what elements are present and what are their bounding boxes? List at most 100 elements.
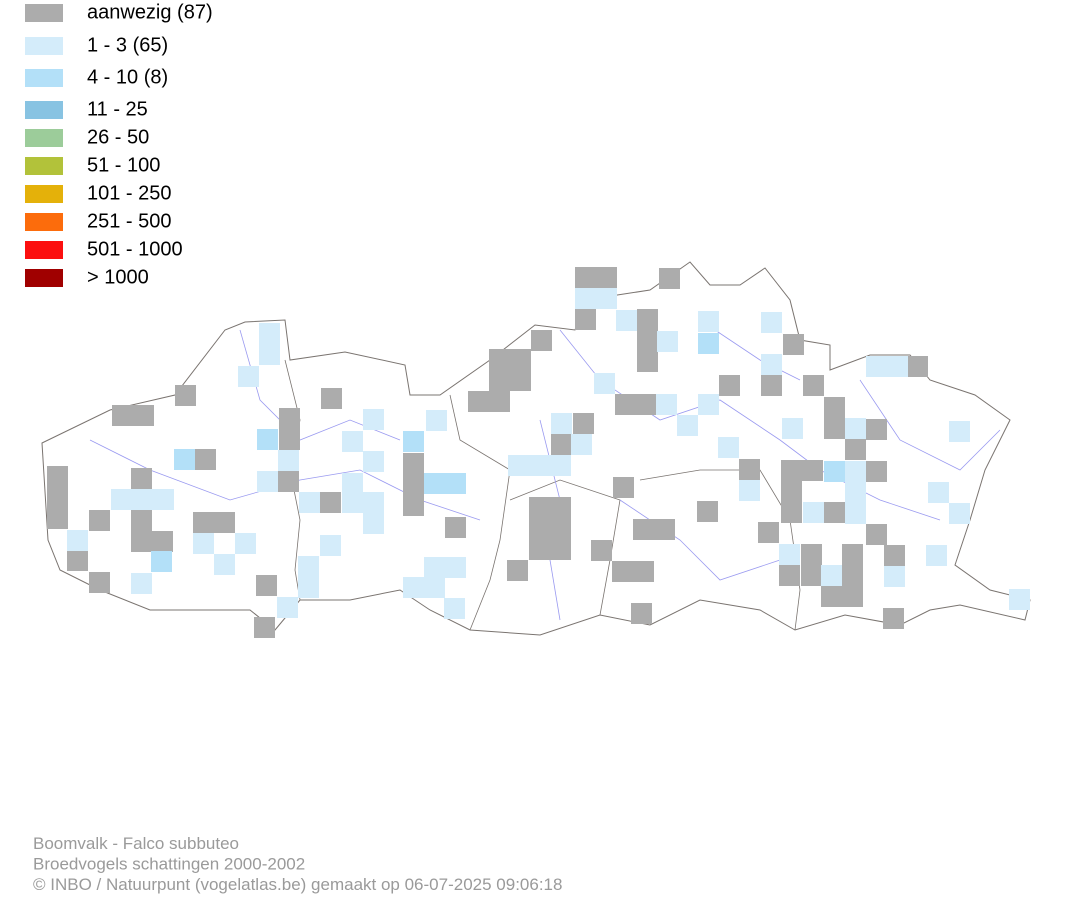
grid-cell	[575, 288, 617, 309]
grid-cell	[551, 434, 572, 455]
grid-cell	[195, 449, 216, 470]
grid-cell	[824, 502, 845, 523]
grid-cell	[89, 572, 110, 593]
grid-cell	[403, 453, 424, 516]
grid-cell	[761, 312, 782, 333]
grid-cell	[573, 413, 594, 434]
grid-cell	[801, 544, 822, 586]
grid-cell	[612, 561, 654, 582]
grid-cell	[363, 409, 384, 430]
grid-cell	[591, 540, 612, 561]
grid-cell	[949, 421, 970, 442]
grid-cell	[131, 531, 173, 552]
grid-cell	[718, 437, 739, 458]
grid-cell	[67, 530, 88, 551]
legend-label: 4 - 10 (8)	[87, 66, 168, 88]
grid-cell	[342, 473, 363, 494]
grid-cell	[698, 311, 719, 332]
grid-cell	[782, 418, 803, 439]
grid-cell	[426, 410, 447, 431]
grid-cell	[235, 533, 256, 554]
footer-line: Broedvogels schattingen 2000-2002	[33, 855, 305, 874]
legend-swatch	[25, 269, 63, 287]
grid-cell	[883, 608, 904, 629]
legend-swatch	[25, 69, 63, 87]
grid-cell	[111, 489, 174, 510]
grid-cell	[698, 394, 719, 415]
grid-cell	[571, 434, 592, 455]
grid-cell	[257, 429, 278, 450]
grid-cell	[698, 333, 719, 354]
grid-cell	[175, 385, 196, 406]
grid-cell	[866, 356, 908, 377]
grid-cell	[845, 461, 866, 524]
grid-cell	[884, 545, 905, 566]
legend-label: 101 - 250	[87, 182, 172, 204]
grid-cell	[507, 560, 528, 581]
grid-cell	[739, 480, 760, 501]
legend-label: 1 - 3 (65)	[87, 34, 168, 56]
grid-cell	[824, 461, 845, 482]
grid-cell	[779, 544, 800, 565]
grid-cell	[631, 603, 652, 624]
grid-cell	[193, 533, 214, 554]
grid-cell	[277, 597, 298, 618]
legend-swatch	[25, 213, 63, 231]
grid-cell	[468, 391, 510, 412]
grid-cell	[677, 415, 698, 436]
legend-swatch	[25, 241, 63, 259]
grid-cell	[363, 513, 384, 534]
grid-cell	[758, 522, 779, 543]
grid-cell	[67, 550, 88, 571]
grid-cell	[342, 431, 363, 452]
grid-cell	[279, 408, 300, 450]
legend-label: 501 - 1000	[87, 238, 183, 260]
grid-cell	[531, 330, 552, 351]
grid-cell	[884, 566, 905, 587]
grid-cell	[781, 481, 802, 523]
grid-cell	[299, 492, 320, 513]
grid-cell	[278, 471, 299, 492]
grid-cell	[697, 501, 718, 522]
grid-cell	[656, 394, 677, 415]
grid-cell	[928, 482, 949, 503]
grid-cell	[444, 598, 465, 619]
footer-line: Boomvalk - Falco subbuteo	[33, 834, 239, 853]
grid-cell	[657, 331, 678, 352]
grid-cell	[926, 545, 947, 566]
grid-cell	[616, 310, 637, 331]
grid-cell	[254, 617, 275, 638]
grid-cell	[321, 388, 342, 409]
legend-swatch	[25, 4, 63, 22]
grid-cell	[783, 334, 804, 355]
legend-label: 251 - 500	[87, 210, 172, 232]
grid-cell	[403, 431, 424, 452]
grid-cell	[824, 397, 845, 439]
grid-cell	[551, 413, 572, 434]
grid-cell	[866, 461, 887, 482]
legend-swatch	[25, 129, 63, 147]
grid-cell	[445, 517, 466, 538]
grid-cell	[256, 575, 277, 596]
grid-cell	[298, 556, 319, 598]
grid-cell	[842, 544, 863, 607]
grid-cell	[320, 492, 341, 513]
grid-cell	[613, 477, 634, 498]
region-outline	[41, 261, 1031, 636]
legend-swatch	[25, 101, 63, 119]
grid-cell	[342, 492, 384, 513]
grid-cell	[131, 510, 152, 531]
grid-cell	[594, 373, 615, 394]
grid-cell	[363, 451, 384, 472]
grid-cell	[529, 497, 571, 560]
grid-cell	[845, 418, 866, 439]
grid-cell	[719, 375, 740, 396]
province-borders	[284, 359, 801, 631]
grid-cell	[257, 471, 278, 492]
grid-cell	[633, 519, 675, 540]
legend-label: aanwezig (87)	[87, 1, 213, 23]
grid-cell	[575, 267, 617, 288]
grid-cell	[174, 449, 195, 470]
grid-cell	[238, 366, 259, 387]
